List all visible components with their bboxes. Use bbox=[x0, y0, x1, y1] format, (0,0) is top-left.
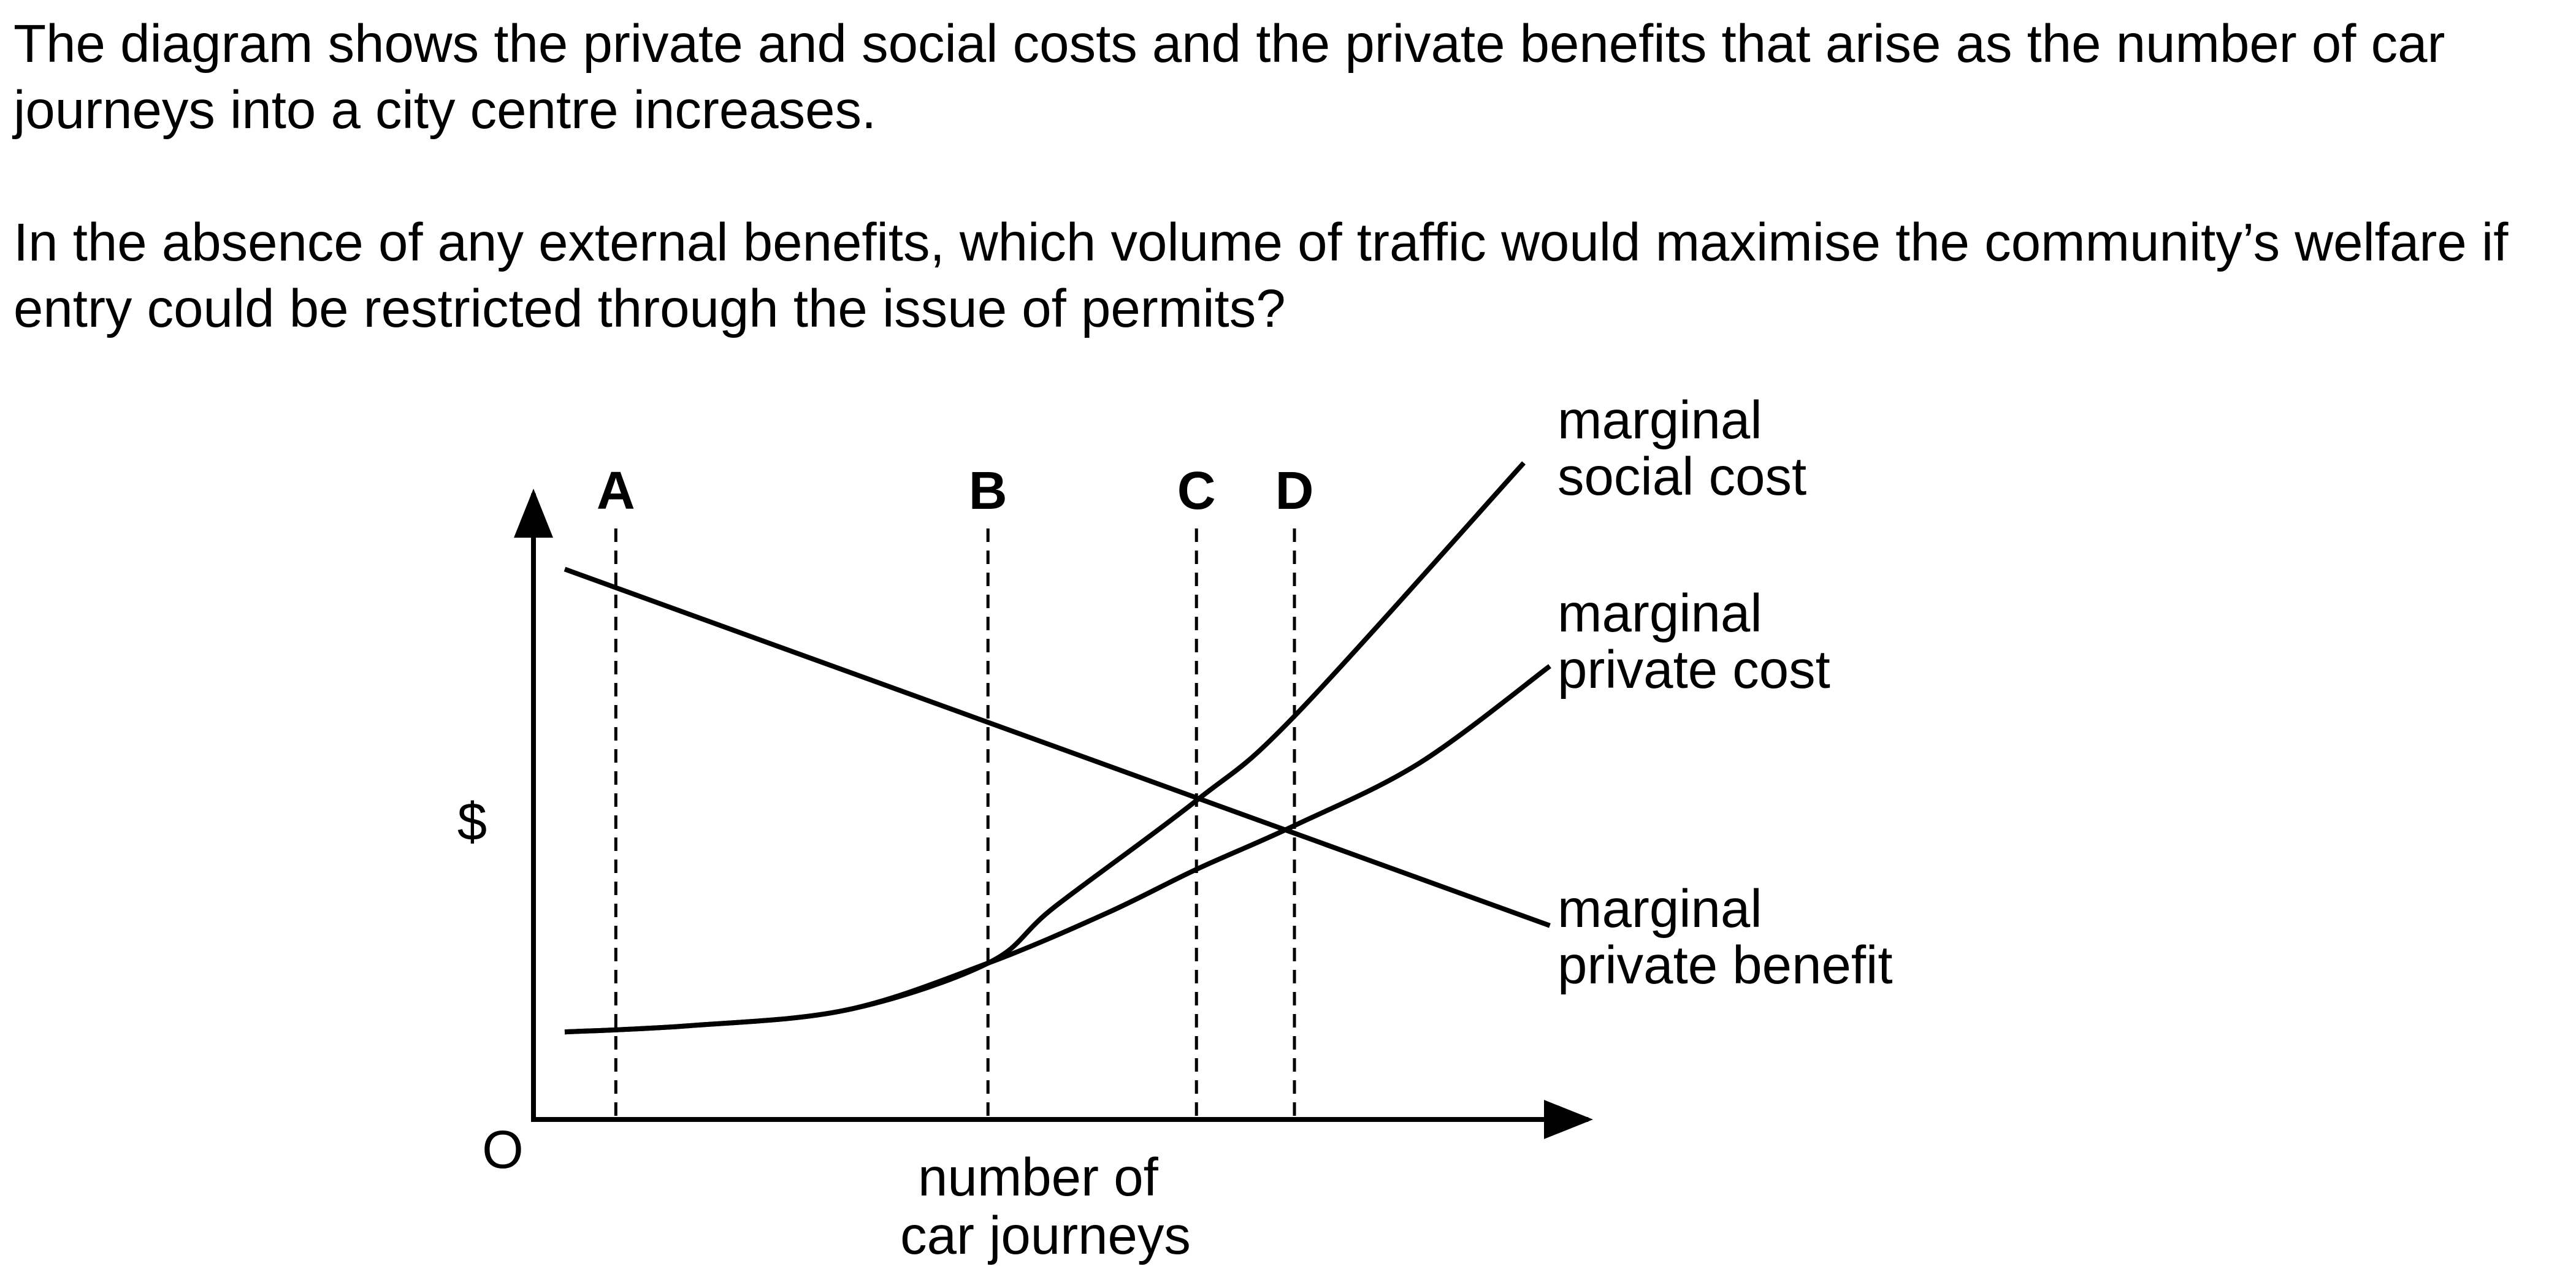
marginal-social-cost-label: marginal social cost bbox=[1557, 391, 1806, 506]
marginal-private-benefit-label: marginal private benefit bbox=[1557, 879, 1893, 995]
marginal-private-cost-label-line-1: marginal bbox=[1557, 584, 1762, 643]
question-paragraph-1: The diagram shows the private and social… bbox=[13, 14, 2445, 140]
marginal-private-cost-curve bbox=[564, 664, 1551, 1035]
marginal-private-cost-label-line-2: private cost bbox=[1557, 640, 1830, 700]
marker-label-c: C bbox=[1177, 461, 1216, 521]
marginal-private-benefit-label-line-2: private benefit bbox=[1557, 936, 1893, 995]
marginal-private-benefit-curve bbox=[564, 566, 1551, 928]
marker-label-a: A bbox=[597, 461, 635, 521]
y-axis-label: $ bbox=[457, 792, 487, 852]
x-axis-label-line-1: number of bbox=[918, 1148, 1159, 1207]
marginal-social-cost-curve bbox=[564, 461, 1526, 1035]
curves bbox=[564, 461, 1551, 1035]
x-axis-label: number of car journeys bbox=[900, 1148, 1191, 1265]
marginal-private-cost-label: marginal private cost bbox=[1557, 584, 1830, 700]
question-paragraph-2: In the absence of any external benefits,… bbox=[13, 213, 2509, 338]
marginal-social-cost-label-line-1: marginal bbox=[1557, 391, 1762, 450]
origin-label: O bbox=[482, 1120, 524, 1180]
axes bbox=[514, 489, 1593, 1139]
marker-dashed-lines bbox=[614, 528, 1296, 1119]
marginal-social-cost-label-line-2: social cost bbox=[1557, 447, 1806, 506]
marker-label-b: B bbox=[969, 461, 1007, 521]
x-axis-label-line-2: car journeys bbox=[900, 1206, 1191, 1265]
marginal-private-benefit-label-line-1: marginal bbox=[1557, 879, 1762, 939]
question-text: The diagram shows the private and social… bbox=[13, 11, 2528, 408]
marker-label-d: D bbox=[1275, 461, 1314, 521]
